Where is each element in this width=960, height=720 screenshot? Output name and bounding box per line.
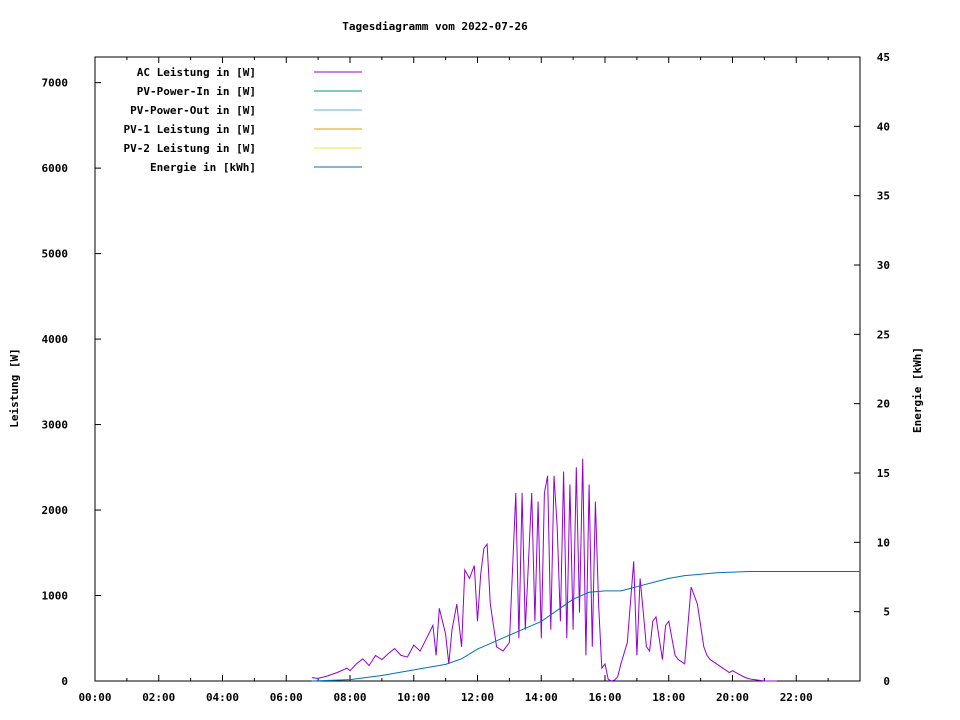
y2-tick-label: 25 — [877, 328, 890, 341]
y2-axis: 0 5 10 15 20 25 30 35 40 45 — [854, 51, 890, 688]
y-tick-label: 6000 — [42, 162, 69, 175]
legend: AC Leistung in [W] PV-Power-In in [W] PV-P… — [124, 66, 362, 174]
x-tick-label: 20:00 — [716, 691, 749, 704]
y-tick-label: 3000 — [42, 419, 69, 432]
x-tick-label: 10:00 — [397, 691, 430, 704]
x-tick-label: 02:00 — [142, 691, 175, 704]
legend-label: PV-2 Leistung in [W] — [124, 142, 256, 155]
chart-title: Tagesdiagramm vom 2022-07-26 — [342, 20, 528, 33]
legend-label: PV-1 Leistung in [W] — [124, 123, 256, 136]
y2-tick-label: 15 — [877, 467, 890, 480]
x-tick-label: 06:00 — [270, 691, 303, 704]
y2-tick-label: 20 — [877, 398, 890, 411]
y2-tick-label: 30 — [877, 259, 890, 272]
series-line-5 — [311, 571, 860, 682]
legend-label: Energie in [kWh] — [150, 161, 256, 174]
series-line-0 — [311, 458, 778, 682]
y-tick-label: 4000 — [42, 333, 69, 346]
x-tick-label: 04:00 — [206, 691, 239, 704]
y2-tick-label: 10 — [877, 536, 890, 549]
y-tick-label: 2000 — [42, 504, 69, 517]
x-tick-label: 08:00 — [333, 691, 366, 704]
x-tick-label: 22:00 — [780, 691, 813, 704]
legend-label: PV-Power-Out in [W] — [130, 104, 256, 117]
y-tick-label: 0 — [61, 675, 68, 688]
legend-label: PV-Power-In in [W] — [137, 85, 256, 98]
y2-tick-label: 0 — [883, 675, 890, 688]
x-axis: 00:00 02:00 04:00 06:00 08:00 10:00 12:00 14:00… — [78, 57, 861, 704]
y-tick-label: 5000 — [42, 248, 69, 261]
y2-tick-label: 40 — [877, 120, 890, 133]
series-layer — [311, 458, 860, 682]
y2-axis-label: Energie [kWh] — [911, 347, 924, 433]
x-tick-label: 00:00 — [78, 691, 111, 704]
y2-tick-label: 45 — [877, 51, 890, 64]
y2-tick-label: 35 — [877, 190, 890, 203]
y-tick-label: 1000 — [42, 590, 69, 603]
x-tick-label: 12:00 — [461, 691, 494, 704]
x-tick-label: 18:00 — [652, 691, 685, 704]
legend-label: AC Leistung in [W] — [137, 66, 256, 79]
x-tick-label: 16:00 — [588, 691, 621, 704]
y-axis-label: Leistung [W] — [8, 348, 21, 427]
y-tick-label: 7000 — [42, 77, 69, 90]
y-axis: 0 1000 2000 3000 4000 5000 6000 7000 — [42, 77, 101, 688]
x-tick-label: 14:00 — [525, 691, 558, 704]
y2-tick-label: 5 — [883, 606, 890, 619]
